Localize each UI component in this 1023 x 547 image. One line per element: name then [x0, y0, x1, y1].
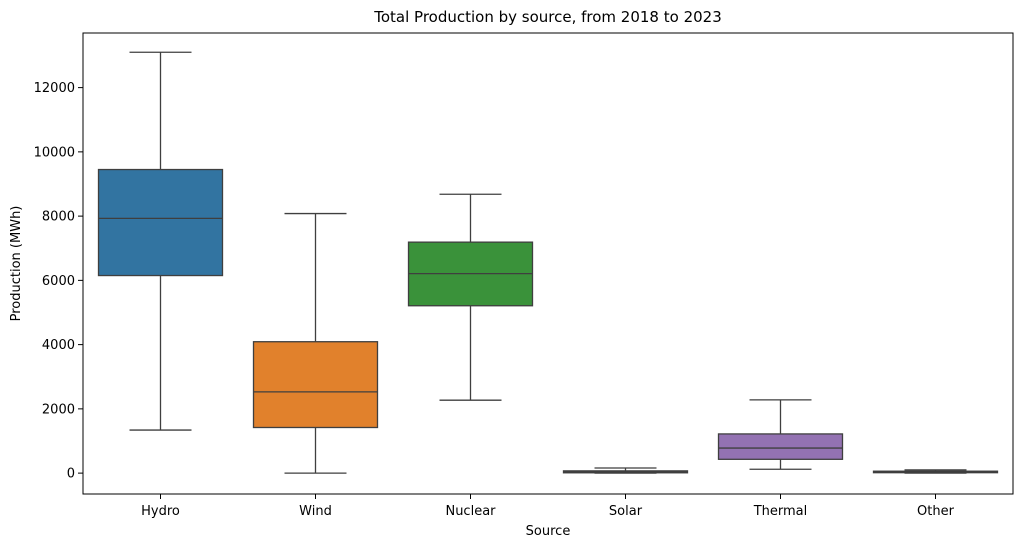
iqr-box: [252, 341, 379, 429]
boxes-group: [97, 51, 999, 474]
y-tick-label: 2000: [42, 402, 75, 417]
box-other: [872, 469, 999, 474]
y-tick-label: 12000: [34, 81, 75, 96]
iqr-box: [717, 433, 844, 460]
plot-area: [82, 32, 1014, 495]
y-tick-label: 8000: [42, 210, 75, 225]
chart-title: Total Production by source, from 2018 to…: [373, 8, 722, 26]
box-wind: [252, 212, 379, 474]
y-axis-label: Production (MWh): [9, 206, 24, 322]
y-tick-label: 4000: [42, 338, 75, 353]
box-hydro: [97, 51, 224, 431]
x-tick-label: Solar: [609, 504, 643, 519]
x-tick-label: Hydro: [141, 504, 180, 519]
box-solar: [562, 467, 689, 474]
x-tick-label: Nuclear: [445, 504, 496, 519]
x-axis: Hydro Wind Nuclear Solar Thermal Other: [141, 494, 955, 519]
x-tick-label: Wind: [299, 504, 332, 519]
box-thermal: [717, 399, 844, 470]
iqr-box: [97, 168, 224, 277]
y-axis: 0 2000 4000 6000 8000 10000 12000: [34, 81, 83, 482]
y-tick-label: 0: [67, 467, 75, 482]
x-tick-label: Other: [917, 504, 955, 519]
box-nuclear: [407, 193, 534, 401]
x-axis-label: Source: [526, 524, 571, 539]
x-tick-label: Thermal: [753, 504, 808, 519]
y-tick-label: 6000: [42, 274, 75, 289]
y-tick-label: 10000: [34, 145, 75, 160]
